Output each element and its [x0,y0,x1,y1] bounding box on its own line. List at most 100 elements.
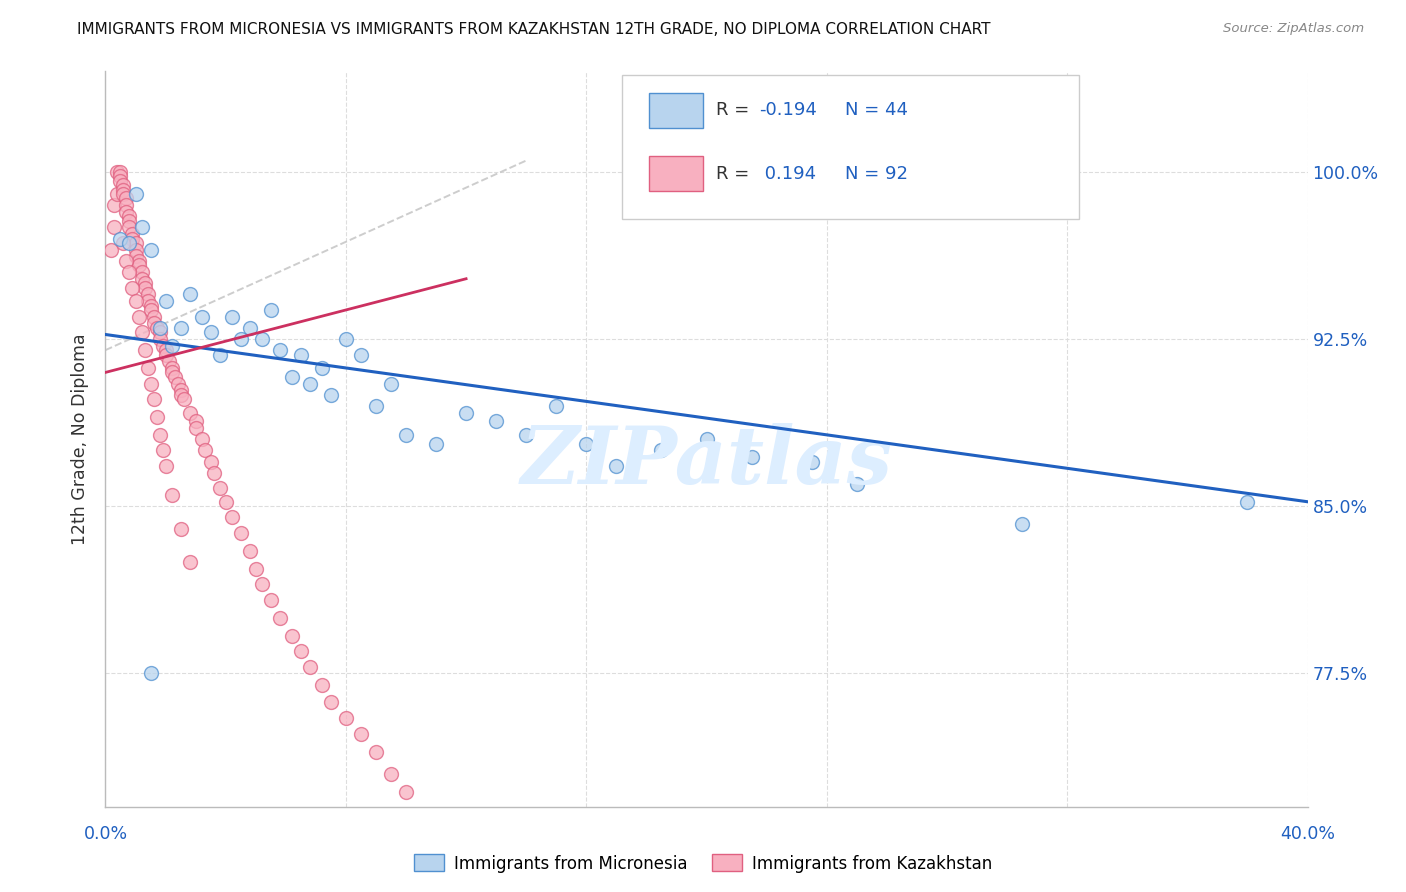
Point [269,343,291,357]
Point [100,243,122,257]
Point [139,243,162,257]
Point [115,198,138,212]
Point [157,354,180,368]
Point [110,173,132,187]
Point [605,458,627,473]
Text: IMMIGRANTS FROM MICRONESIA VS IMMIGRANTS FROM KAZAKHSTAN 12TH GRADE, NO DIPLOMA : IMMIGRANTS FROM MICRONESIA VS IMMIGRANTS… [77,22,991,37]
Point [546,399,568,413]
Point [124,293,146,308]
Point [395,785,418,799]
Point [311,677,333,691]
Point [139,376,162,391]
Point [148,320,170,334]
Point [269,610,291,624]
Point [136,360,159,375]
Point [239,320,262,334]
Point [115,204,138,219]
Point [103,220,125,235]
Point [395,427,418,442]
Point [250,332,273,346]
Point [139,666,162,681]
Point [184,421,207,435]
Point [155,293,177,308]
Point [124,250,146,264]
Text: 0.194: 0.194 [759,165,817,183]
Point [335,711,357,725]
Point [298,376,321,391]
Point [179,287,201,301]
Point [194,443,217,458]
Point [136,293,159,308]
Legend: Immigrants from Micronesia, Immigrants from Kazakhstan: Immigrants from Micronesia, Immigrants f… [406,847,1000,880]
Point [118,220,141,235]
Point [134,280,156,294]
Point [134,343,156,357]
Text: R =: R = [716,165,755,183]
Point [124,235,146,250]
Point [239,543,262,558]
Bar [648,156,703,191]
Point [148,427,170,442]
Point [229,332,252,346]
Point [128,310,150,324]
Point [110,231,132,245]
Point [208,347,231,361]
Point [290,347,312,361]
Point [142,310,165,324]
Point [160,338,183,352]
Point [250,577,273,591]
Point [169,320,191,334]
Point [202,466,225,480]
Point [179,405,201,419]
Point [152,443,174,458]
Point [148,325,170,339]
Point [380,376,402,391]
Point [110,164,132,178]
Point [142,316,165,330]
Point [335,332,357,346]
Bar [648,93,703,128]
Point [696,432,718,446]
Point [184,414,207,428]
Point [214,494,236,508]
Point [107,164,129,178]
Point [208,481,231,495]
Point [115,254,138,268]
Point [179,555,201,569]
Point [124,243,146,257]
Point [103,198,125,212]
Point [350,347,373,361]
Point [152,338,174,352]
Point [112,182,135,196]
Point [112,187,135,202]
Point [160,360,183,375]
FancyBboxPatch shape [623,75,1080,219]
Text: 40.0%: 40.0% [1279,825,1336,843]
Point [229,526,252,541]
Text: -0.194: -0.194 [759,102,817,120]
Point [245,562,267,576]
Point [485,414,508,428]
Point [160,365,183,379]
Point [319,695,342,709]
Point [131,220,153,235]
Text: R =: R = [716,102,755,120]
Point [200,325,222,339]
Point [260,303,283,318]
Point [112,178,135,192]
Point [131,325,153,339]
Point [128,254,150,268]
Text: Source: ZipAtlas.com: Source: ZipAtlas.com [1223,22,1364,36]
Point [1011,516,1033,531]
Point [131,271,153,285]
Point [311,360,333,375]
Point [845,476,868,491]
Point [139,303,162,318]
Text: 0.0%: 0.0% [83,825,128,843]
Point [145,320,167,334]
Point [200,454,222,468]
Point [169,521,191,535]
Point [148,332,170,346]
Point [118,265,141,279]
Text: N = 44: N = 44 [845,102,908,120]
